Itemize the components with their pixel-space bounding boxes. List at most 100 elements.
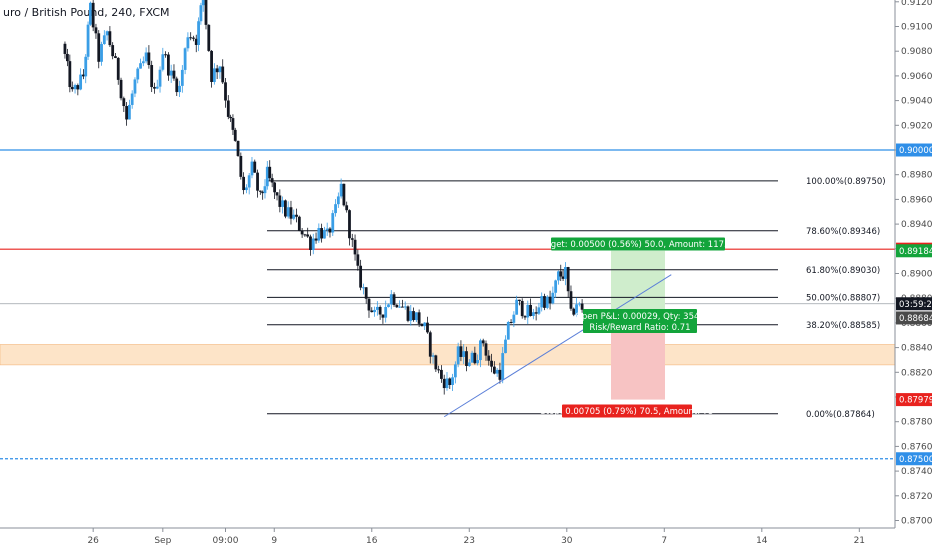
candle-body bbox=[470, 352, 474, 363]
candle-body bbox=[476, 360, 480, 364]
candle-body bbox=[68, 61, 72, 88]
candle-body bbox=[144, 52, 148, 62]
candle-body bbox=[362, 287, 365, 289]
candle-body bbox=[265, 166, 269, 187]
candle-body bbox=[212, 68, 216, 82]
candle-body bbox=[495, 369, 499, 374]
candle-body bbox=[459, 346, 463, 357]
candle-body bbox=[529, 304, 532, 316]
time-tick-label: 7 bbox=[661, 536, 667, 546]
candle-body bbox=[545, 296, 549, 308]
target-label-bg bbox=[551, 237, 725, 251]
fib-level-label: 50.00%(0.88807) bbox=[806, 293, 880, 303]
chart-title: uro / British Pound, 240, FXCM bbox=[3, 6, 170, 19]
candle-body bbox=[426, 322, 429, 333]
candle-body bbox=[334, 204, 337, 214]
candle-body bbox=[268, 166, 272, 179]
candle-body bbox=[548, 296, 552, 304]
candle-body bbox=[236, 140, 240, 156]
candle-body bbox=[309, 236, 312, 250]
candle-body bbox=[141, 61, 145, 64]
candle-body bbox=[79, 74, 83, 90]
candle-body bbox=[166, 54, 170, 76]
candle-body bbox=[82, 74, 85, 77]
candle-body bbox=[242, 176, 246, 191]
candle-body bbox=[526, 304, 530, 318]
candle-body bbox=[501, 353, 505, 380]
candle-body bbox=[434, 355, 438, 370]
candle-body bbox=[417, 312, 421, 324]
candle-body bbox=[395, 304, 399, 308]
candle-body bbox=[487, 355, 491, 361]
candle-body bbox=[239, 155, 243, 177]
time-tick-label: 26 bbox=[87, 536, 99, 546]
price-tag-bg bbox=[896, 393, 932, 407]
candle-body bbox=[224, 82, 227, 101]
candle-body bbox=[336, 196, 340, 205]
candle-body bbox=[412, 311, 415, 321]
fib-level-label: 61.80%(0.89030) bbox=[806, 266, 880, 276]
open-pl-label: Open P&L: 0.00029, Qty: 3546 bbox=[575, 312, 705, 322]
candle-body bbox=[147, 52, 151, 66]
fib-level-label: 100.00%(0.89750) bbox=[806, 177, 886, 187]
candle-body bbox=[192, 37, 195, 39]
stop-label-bg bbox=[562, 404, 692, 418]
candle-body bbox=[231, 118, 235, 130]
candle-body bbox=[356, 254, 360, 266]
candle-body bbox=[406, 306, 410, 321]
candle-body bbox=[114, 56, 117, 58]
fib-level-label: 38.20%(0.88585) bbox=[806, 321, 880, 331]
candle-body bbox=[504, 339, 507, 354]
candle-body bbox=[273, 182, 277, 193]
support-zone bbox=[0, 344, 896, 366]
time-tick-label: 21 bbox=[854, 536, 865, 546]
candle-body bbox=[207, 24, 211, 51]
candle-body bbox=[367, 298, 371, 311]
candle-body bbox=[518, 299, 521, 301]
candle-body bbox=[153, 87, 156, 89]
stop-label: Stop: 0.00705 (0.79%) 70.5, Amount: 75 bbox=[540, 407, 713, 417]
candle-body bbox=[364, 287, 368, 299]
candle-body bbox=[479, 340, 482, 361]
candle-body bbox=[557, 271, 560, 281]
price-tag: 0.89184 bbox=[899, 247, 932, 257]
candle-body bbox=[563, 267, 567, 279]
candle-body bbox=[155, 86, 159, 89]
candle-body bbox=[484, 343, 488, 356]
price-tag-bg bbox=[896, 244, 932, 258]
candle-body bbox=[256, 172, 259, 191]
time-tick-label: 30 bbox=[561, 536, 573, 546]
candle-body bbox=[375, 306, 379, 310]
target-zone[interactable] bbox=[611, 250, 665, 313]
candle-body bbox=[498, 369, 502, 380]
candle-body bbox=[84, 56, 88, 77]
candle-body bbox=[229, 116, 233, 119]
candle-body bbox=[164, 54, 168, 56]
candle-body bbox=[345, 205, 349, 211]
candle-body bbox=[348, 210, 351, 239]
candle-body bbox=[127, 104, 131, 120]
candle-body bbox=[199, 5, 203, 22]
candle-body bbox=[373, 309, 376, 313]
candle-body bbox=[100, 44, 103, 62]
candle-body bbox=[453, 364, 457, 378]
candle-body bbox=[359, 265, 363, 288]
trend-line[interactable] bbox=[443, 274, 672, 418]
candle-body bbox=[136, 68, 140, 80]
candle-body bbox=[531, 312, 535, 316]
candle-body bbox=[442, 378, 446, 389]
candle-body bbox=[428, 332, 432, 357]
candle-body bbox=[102, 35, 106, 45]
price-tag: 0.87979 bbox=[899, 396, 932, 406]
candle-body bbox=[314, 238, 318, 241]
candle-body bbox=[258, 190, 262, 192]
candle-body bbox=[261, 191, 265, 194]
candle-body bbox=[392, 294, 396, 305]
